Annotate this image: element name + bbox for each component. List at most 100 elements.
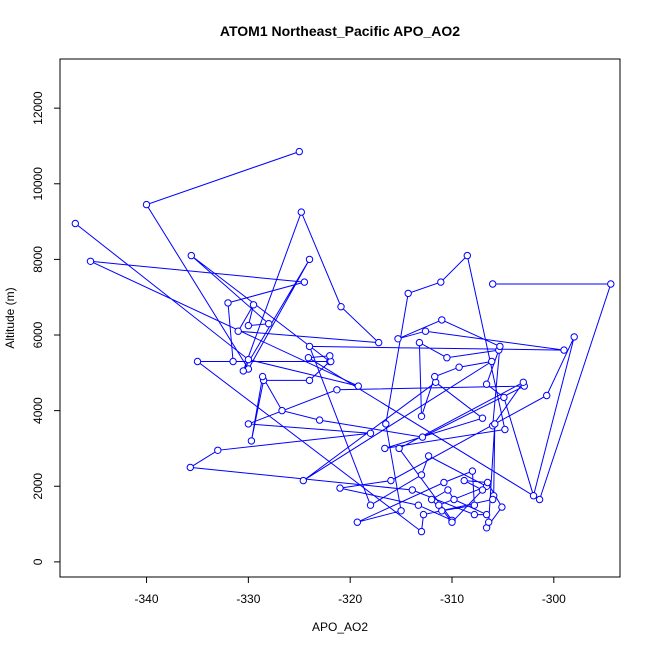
data-point	[543, 391, 551, 400]
data-point	[570, 333, 578, 341]
y-tick-label: 12000	[31, 91, 45, 125]
data-point	[315, 416, 324, 424]
x-tick-label: -320	[338, 592, 362, 606]
data-point	[417, 527, 426, 536]
data-point	[142, 200, 151, 209]
data-point	[382, 420, 390, 428]
data-point	[535, 495, 544, 504]
data-point	[460, 476, 468, 485]
data-point	[299, 476, 307, 485]
y-axis-label: Altitude (m)	[3, 287, 17, 348]
data-point	[366, 501, 375, 509]
data-point	[519, 378, 527, 386]
x-axis-label: APO_AO2	[312, 620, 368, 634]
data-point	[336, 484, 344, 492]
chart-title: ATOM1 Northeast_Pacific APO_AO2	[220, 23, 460, 39]
data-point	[326, 352, 334, 360]
data-point	[488, 357, 496, 366]
data-point	[333, 386, 341, 394]
data-point	[239, 367, 248, 375]
data-point	[607, 280, 615, 288]
data-point	[440, 478, 448, 487]
data-point	[448, 518, 456, 526]
data-point	[438, 507, 446, 515]
data-point	[485, 518, 493, 526]
data-point	[337, 303, 345, 311]
data-point	[560, 346, 568, 354]
data-point	[417, 471, 426, 479]
data-point	[375, 338, 383, 347]
data-point	[247, 437, 256, 445]
y-axis: 0 2000 4000 6000 8000 10000 12000	[31, 91, 60, 565]
y-tick-label: 2000	[31, 473, 45, 500]
data-point	[483, 478, 492, 487]
data-point	[418, 433, 427, 441]
data-point	[354, 382, 362, 390]
data-point	[431, 372, 439, 381]
data-point	[404, 289, 412, 298]
data-point	[249, 301, 258, 309]
data-point	[305, 342, 314, 351]
data-point	[244, 321, 253, 330]
data-point	[387, 476, 395, 485]
data-point	[482, 510, 491, 519]
data-point	[258, 372, 267, 381]
data-point	[444, 486, 452, 494]
data-point	[491, 420, 499, 428]
y-tick-label: 0	[31, 558, 45, 565]
data-point	[478, 414, 487, 422]
data-point	[455, 363, 463, 371]
data-point	[489, 280, 497, 288]
data-point	[438, 316, 446, 324]
data-point	[417, 412, 426, 420]
data-point	[304, 354, 313, 362]
data-point	[529, 492, 538, 500]
data-point	[186, 463, 195, 472]
data-point	[470, 501, 479, 509]
data-point	[295, 147, 303, 156]
data-point	[421, 327, 430, 335]
data-point	[443, 354, 451, 362]
x-tick-label: -340	[135, 592, 159, 606]
data-point	[395, 444, 403, 453]
data-point	[408, 486, 416, 494]
series-points	[71, 147, 615, 536]
data-point	[482, 380, 491, 388]
series-lines	[74, 151, 612, 533]
data-point	[305, 376, 314, 385]
data-point	[214, 446, 222, 454]
data-point	[193, 357, 202, 366]
data-point	[381, 444, 389, 453]
data-point	[435, 501, 443, 509]
data-point	[71, 219, 80, 228]
y-tick-label: 4000	[31, 397, 45, 424]
data-point	[244, 420, 253, 428]
data-point	[297, 208, 305, 216]
data-point	[498, 503, 506, 511]
data-point	[397, 507, 405, 515]
data-point	[415, 338, 424, 347]
y-tick-label: 6000	[31, 321, 45, 348]
x-axis: -340 -330 -320 -310 -300	[135, 577, 566, 606]
data-point	[224, 299, 232, 307]
data-point	[353, 518, 361, 526]
data-point	[265, 320, 273, 328]
data-point	[424, 452, 433, 460]
data-point	[427, 495, 436, 504]
x-tick-label: -310	[440, 592, 464, 606]
data-point	[489, 495, 497, 504]
data-point	[86, 257, 95, 265]
data-point	[229, 357, 237, 366]
data-point	[437, 278, 445, 286]
x-tick-label: -330	[236, 592, 260, 606]
data-point	[300, 278, 309, 286]
data-point	[419, 510, 428, 519]
data-point	[394, 335, 402, 343]
data-point	[500, 393, 508, 402]
x-tick-label: -300	[542, 592, 566, 606]
data-point	[470, 510, 479, 519]
y-tick-label: 10000	[31, 167, 45, 201]
data-point	[187, 251, 196, 260]
data-point	[244, 355, 253, 364]
